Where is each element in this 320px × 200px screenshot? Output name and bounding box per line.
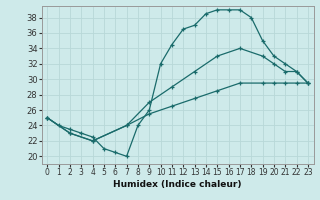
X-axis label: Humidex (Indice chaleur): Humidex (Indice chaleur) <box>113 180 242 189</box>
